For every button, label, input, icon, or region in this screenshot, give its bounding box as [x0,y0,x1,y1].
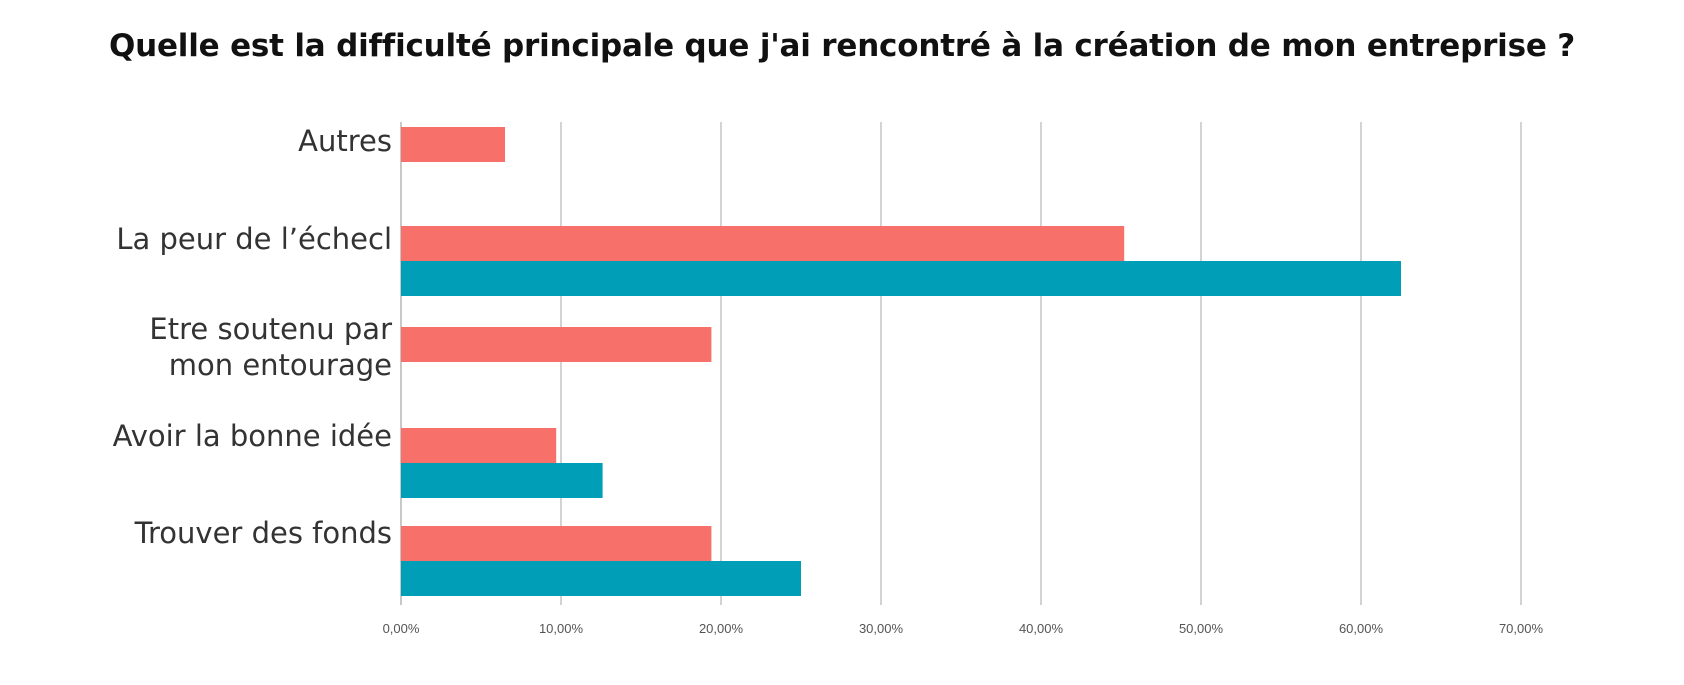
bar-series-2-4 [401,463,603,498]
x-tick-label: 10,00% [539,621,584,636]
x-tick-label: 20,00% [699,621,744,636]
x-tick-label: 40,00% [1019,621,1064,636]
bar-series-1-4 [401,428,557,463]
bar-series-1-3 [401,327,712,362]
bar-series-2-2 [401,261,1401,296]
gridlines [400,122,1522,605]
category-label: La peur de l’échecl [116,222,392,256]
bars [401,127,1401,596]
chart-title: Quelle est la difficulté principale que … [108,28,1576,64]
bar-series-2-5 [401,561,801,596]
category-label: mon entourage [169,348,392,382]
category-label: Trouver des fonds [134,516,392,550]
x-tick-label: 0,00% [383,621,420,636]
category-label: Avoir la bonne idée [113,419,392,453]
category-label: Autres [298,124,392,158]
x-tick-label: 60,00% [1339,621,1384,636]
x-tick-label: 70,00% [1499,621,1544,636]
x-tick-label: 50,00% [1179,621,1224,636]
bar-series-1-2 [401,226,1125,261]
x-tick-label: 30,00% [859,621,904,636]
category-labels: Autres La peur de l’échecl Etre soutenu pa… [113,124,392,550]
bar-series-1-1 [401,127,505,162]
x-tick-labels: 0,00% 10,00% 20,00% 30,00% 40,00% 50,00% 60,00… [383,621,1544,636]
category-label: Etre soutenu par [149,312,392,346]
bar-series-1-5 [401,526,712,561]
